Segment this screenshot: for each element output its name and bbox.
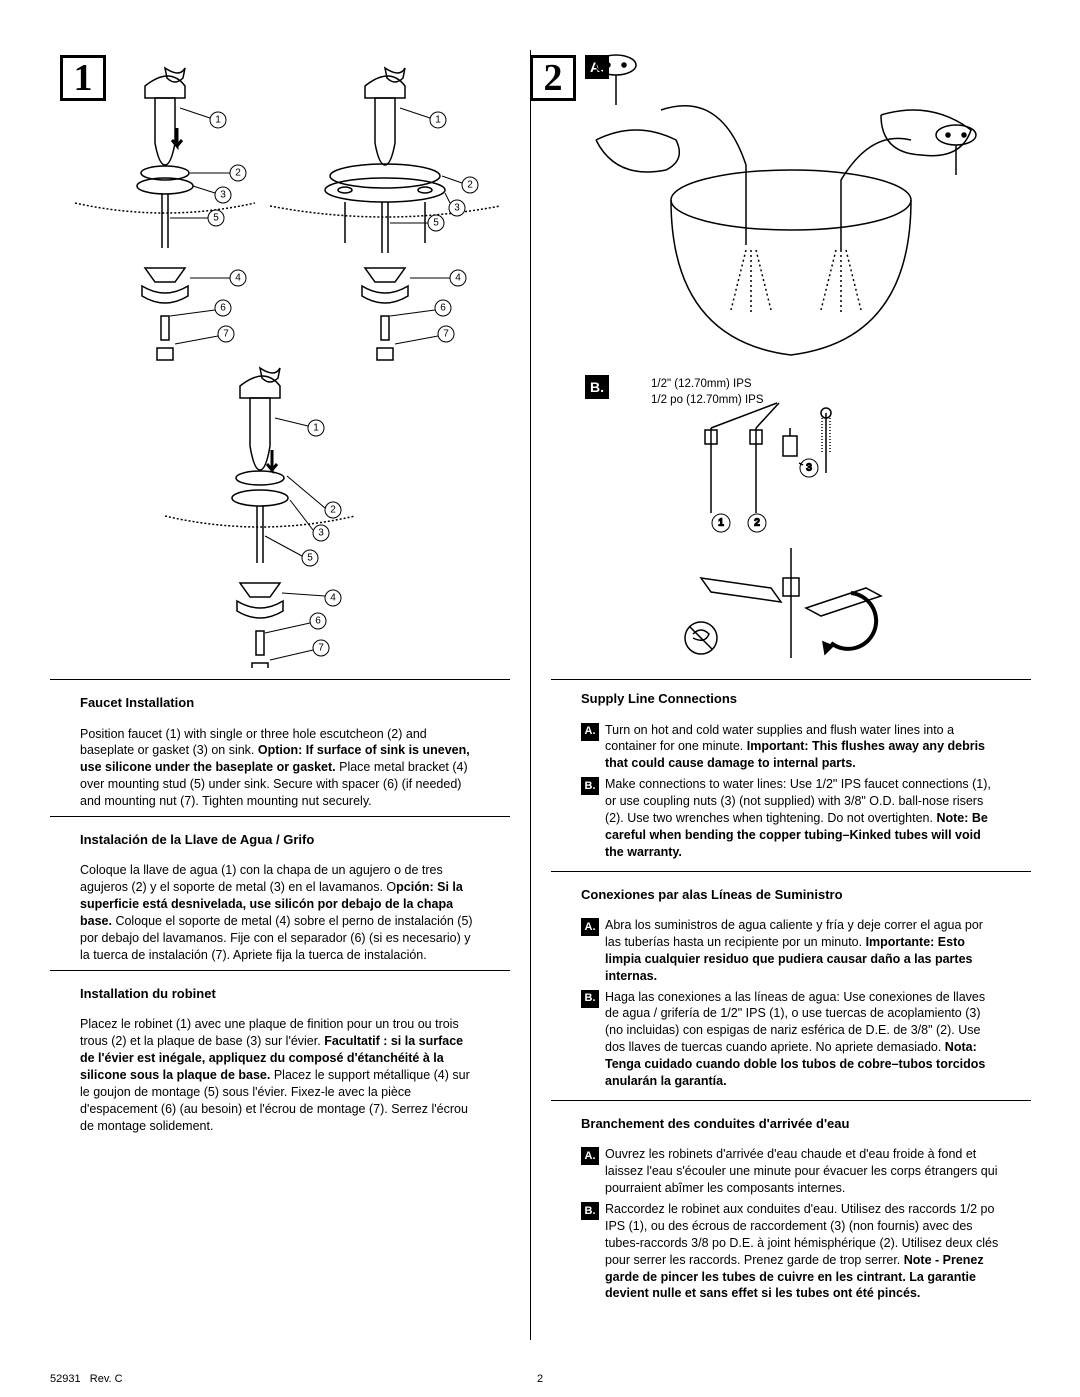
- flush-diagram: [551, 50, 1031, 360]
- body-en: Position faucet (1) with single or three…: [80, 726, 480, 810]
- faucet-diagram-group: 1 2 3 5 4 6 7: [50, 58, 510, 668]
- item-a-es: A.Abra los suministros de agua caliente …: [581, 917, 1001, 985]
- step2a-diagram: [551, 50, 1031, 368]
- text-fr-right: Branchement des conduites d'arrivée d'ea…: [551, 1101, 1031, 1312]
- step2b-diagram: 1/2" (12.70mm) IPS1/2 po (12.70mm) IPS 1: [551, 368, 1031, 680]
- svg-text:3: 3: [318, 528, 324, 539]
- svg-text:4: 4: [455, 273, 461, 284]
- connection-diagram: 1 2 3: [551, 368, 1031, 668]
- left-column: 1 2 3 5 4 6 7: [50, 50, 531, 1340]
- heading-en-r: Supply Line Connections: [581, 690, 1001, 708]
- svg-text:6: 6: [220, 303, 226, 314]
- svg-text:4: 4: [235, 273, 241, 284]
- svg-text:7: 7: [223, 329, 229, 340]
- two-column-layout: 1 2 3 5 4 6 7: [50, 50, 1030, 1340]
- svg-text:2: 2: [330, 505, 336, 516]
- item-b-es: B.Haga las conexiones a las líneas de ag…: [581, 989, 1001, 1090]
- text-es-left: Instalación de la Llave de Agua / Grifo …: [50, 817, 510, 970]
- svg-text:5: 5: [433, 218, 439, 229]
- svg-text:7: 7: [318, 643, 324, 654]
- svg-text:5: 5: [307, 553, 313, 564]
- item-b-fr: B.Raccordez le robinet aux conduites d'e…: [581, 1201, 1001, 1302]
- svg-text:5: 5: [213, 213, 219, 224]
- svg-text:1: 1: [313, 423, 319, 434]
- svg-text:1: 1: [435, 115, 441, 126]
- item-b-en: B.Make connections to water lines: Use 1…: [581, 776, 1001, 860]
- svg-text:2: 2: [235, 168, 241, 179]
- text-fr-left: Installation du robinet Placez le robine…: [50, 971, 510, 1141]
- svg-text:2: 2: [467, 180, 473, 191]
- step1-diagrams: 1 2 3 5 4 6 7: [50, 50, 510, 680]
- body-es: Coloque la llave de agua (1) con la chap…: [80, 862, 480, 963]
- svg-text:6: 6: [440, 303, 446, 314]
- svg-text:3: 3: [454, 203, 460, 214]
- heading-en: Faucet Installation: [80, 694, 480, 712]
- page-number: 2: [537, 1373, 543, 1385]
- text-en-right: Supply Line Connections A.Turn on hot an…: [551, 680, 1031, 871]
- svg-text:7: 7: [443, 329, 449, 340]
- right-column: 1/2" (12.70mm) IPS1/2 po (12.70mm) IPS 1: [531, 50, 1031, 1340]
- ips-text: 1/2" (12.70mm) IPS1/2 po (12.70mm) IPS: [651, 376, 764, 408]
- heading-es: Instalación de la Llave de Agua / Grifo: [80, 831, 480, 849]
- item-a-en: A.Turn on hot and cold water supplies an…: [581, 722, 1001, 773]
- svg-text:2: 2: [754, 518, 760, 529]
- item-a-fr: A.Ouvrez les robinets d'arrivée d'eau ch…: [581, 1146, 1001, 1197]
- svg-text:4: 4: [330, 593, 336, 604]
- text-es-right: Conexiones par alas Líneas de Suministro…: [551, 872, 1031, 1100]
- instruction-page: 1 2 A. B.: [0, 0, 1080, 1397]
- svg-text:1: 1: [718, 518, 724, 529]
- svg-text:3: 3: [806, 463, 812, 474]
- heading-es-r: Conexiones par alas Líneas de Suministro: [581, 886, 1001, 904]
- svg-text:3: 3: [220, 190, 226, 201]
- text-en-left: Faucet Installation Position faucet (1) …: [50, 680, 510, 816]
- heading-fr-r: Branchement des conduites d'arrivée d'ea…: [581, 1115, 1001, 1133]
- svg-text:6: 6: [315, 616, 321, 627]
- heading-fr: Installation du robinet: [80, 985, 480, 1003]
- body-fr: Placez le robinet (1) avec une plaque de…: [80, 1016, 480, 1134]
- svg-text:1: 1: [215, 115, 221, 126]
